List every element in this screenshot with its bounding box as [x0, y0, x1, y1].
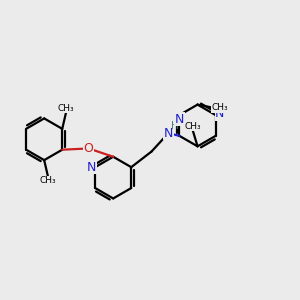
- Text: N: N: [164, 127, 173, 140]
- Text: O: O: [84, 142, 94, 155]
- Text: N: N: [215, 107, 225, 120]
- Text: N: N: [87, 161, 96, 174]
- Text: CH₃: CH₃: [58, 104, 74, 113]
- Text: H: H: [171, 122, 179, 131]
- Text: CH₃: CH₃: [40, 176, 56, 185]
- Text: CH₃: CH₃: [184, 122, 201, 131]
- Text: CH₃: CH₃: [211, 103, 228, 112]
- Text: N: N: [175, 113, 184, 126]
